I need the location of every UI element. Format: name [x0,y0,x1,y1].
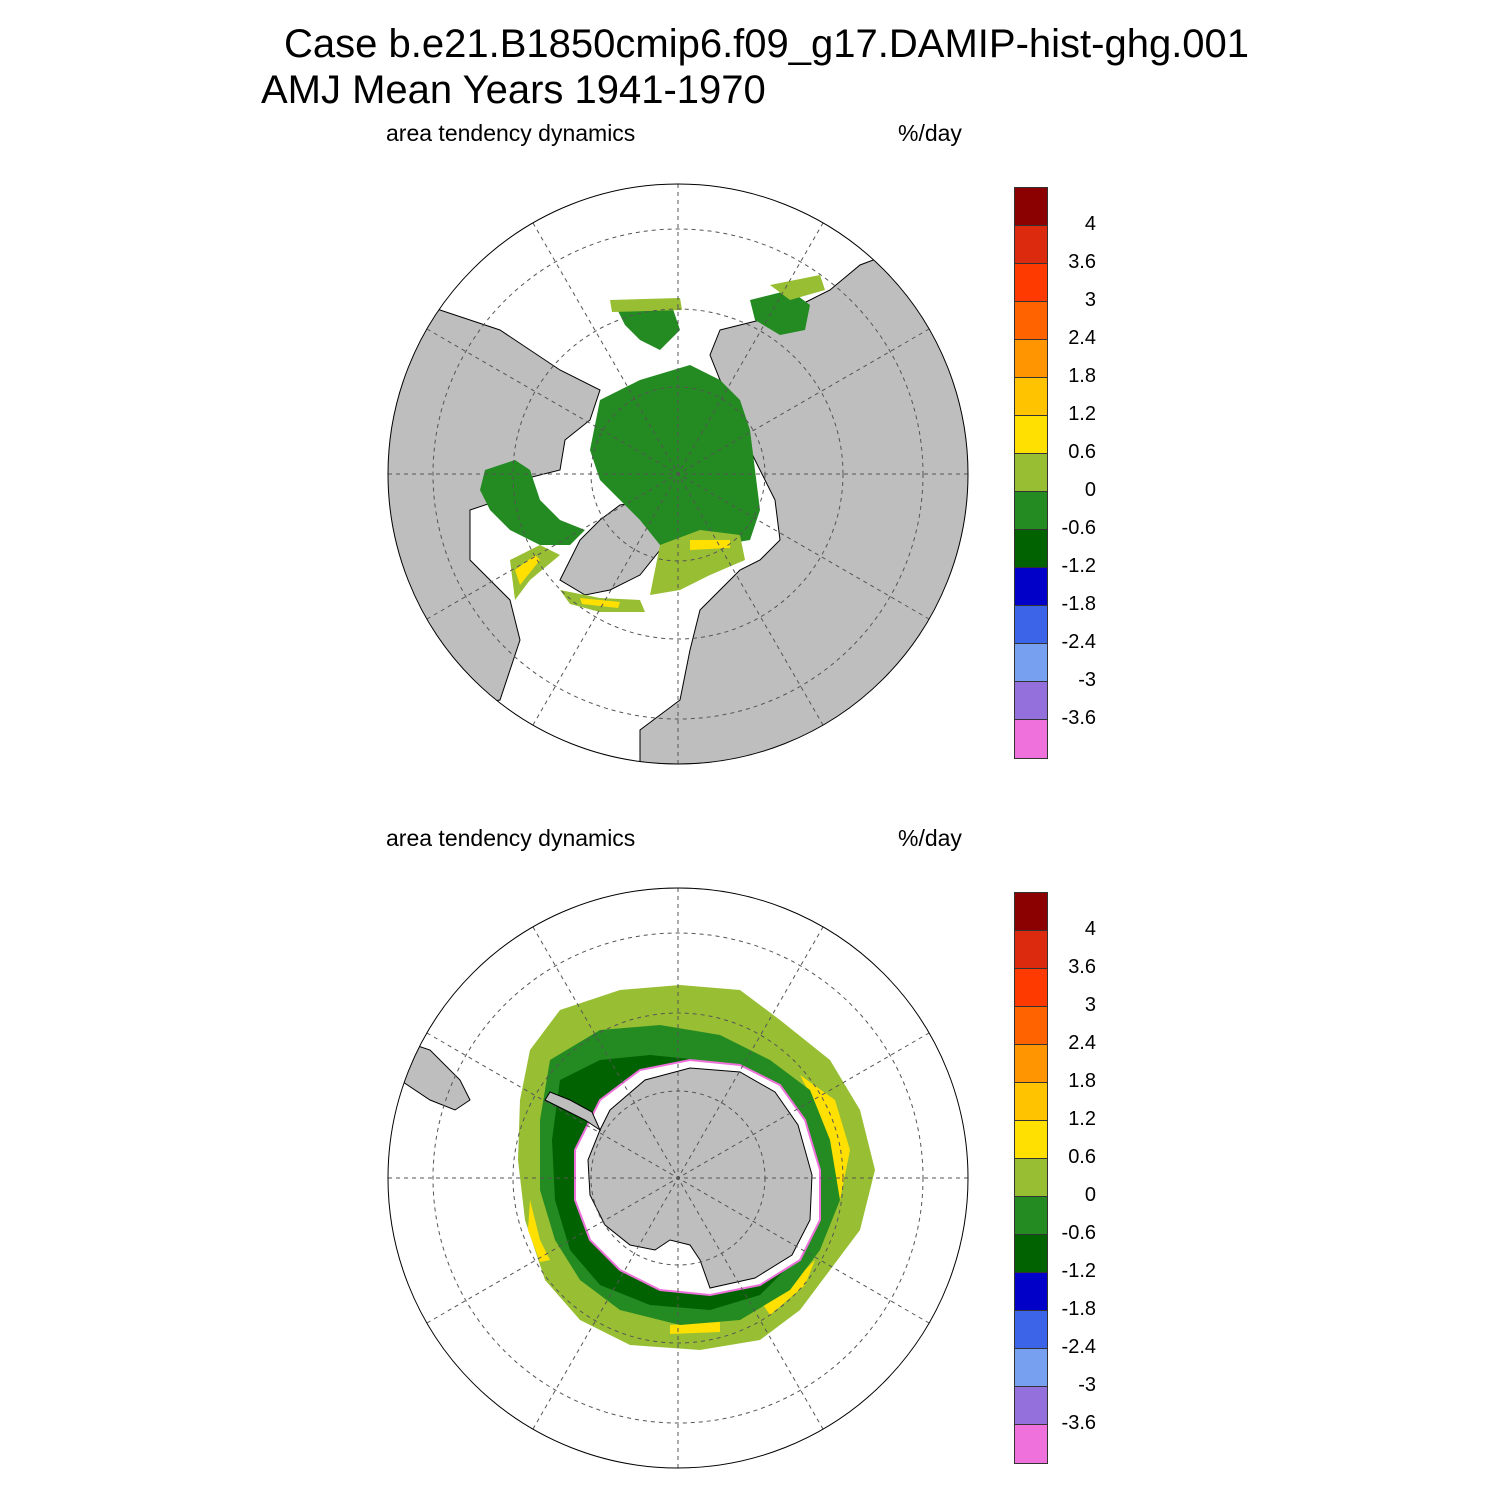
colorbar-swatch [1015,530,1047,568]
colorbar-swatch [1015,644,1047,682]
colorbar-swatch [1015,340,1047,378]
colorbar-tick-label: 2.4 [1068,1032,1096,1054]
colorbar-swatch [1015,378,1047,416]
colorbar-tick-label: -1.2 [1061,1260,1096,1282]
colorbar-tick-label: 3 [1084,994,1096,1016]
colorbar-tick-label: 1.8 [1068,365,1096,387]
colorbar-tick-label: 0.6 [1068,441,1096,463]
colorbar-swatch [1015,264,1047,302]
colorbar-tick-label: -3 [1078,669,1096,691]
north-ice-bering-edge [610,298,682,312]
colorbar-swatch [1015,1045,1047,1083]
south-ice-yellow-west [528,1200,550,1262]
colorbar-swatch [1015,454,1047,492]
north-ice-barents-yellow [690,540,730,550]
colorbar-tick-label: -3 [1078,1374,1096,1396]
colorbar-tick-label: -2.4 [1061,631,1096,653]
north-ice-okhotsk-edge [770,275,825,300]
colorbar-tick-label: -1.8 [1061,1298,1096,1320]
north-ice-hudson [480,460,585,545]
colorbar-swatch [1015,720,1047,758]
colorbar-swatch [1015,682,1047,720]
panel-north-left-label: area tendency dynamics [386,120,636,146]
figure-title-line-1: Case b.e21.B1850cmip6.f09_g17.DAMIP-hist… [284,22,1250,66]
colorbar-swatch [1015,969,1047,1007]
colorbar-tick-label: 0.6 [1068,1146,1096,1168]
colorbar-tick-label: -0.6 [1061,1222,1096,1244]
colorbar-tick-label: -2.4 [1061,1336,1096,1358]
figure-title-line-2: AMJ Mean Years 1941-1970 [261,68,766,112]
colorbar-tick-label: -0.6 [1061,517,1096,539]
colorbar-tick-label: 3.6 [1068,251,1096,273]
colorbar-swatch [1015,416,1047,454]
north-polar-map [387,183,969,765]
colorbar-swatch [1015,606,1047,644]
panel-south-left-label: area tendency dynamics [386,825,636,851]
panel-north-right-label: %/day [898,120,962,146]
colorbar-south [1014,892,1048,1464]
colorbar-swatch [1015,1273,1047,1311]
colorbar-swatch [1015,492,1047,530]
south-land-peninsula [544,1091,602,1132]
colorbar-tick-label: -3.6 [1061,1412,1096,1434]
north-graticule [388,184,968,764]
south-land-south-america [399,1039,471,1111]
colorbar-tick-label: 0 [1084,479,1096,501]
colorbar-tick-label: 4 [1084,213,1096,235]
colorbar-swatch [1015,893,1047,931]
north-ice-labrador-edge [510,545,560,600]
south-ice-yellow-south [670,1322,720,1334]
north-ice-arctic [590,365,760,545]
colorbar-swatch [1015,188,1047,226]
colorbar-swatch [1015,302,1047,340]
north-ice-bering [615,300,680,350]
colorbar-tick-label: 3 [1084,289,1096,311]
colorbar-tick-label: -1.8 [1061,593,1096,615]
colorbar-tick-label: 3.6 [1068,956,1096,978]
colorbar-swatch [1015,1083,1047,1121]
colorbar-tick-label: 2.4 [1068,327,1096,349]
colorbar-swatch [1015,568,1047,606]
south-map-border [387,887,969,1469]
colorbar-swatch [1015,1235,1047,1273]
colorbar-swatch [1015,1425,1047,1463]
colorbar-north [1014,187,1048,759]
colorbar-tick-label: 4 [1084,918,1096,940]
panel-south-right-label: %/day [898,825,962,851]
south-graticule [388,888,968,1468]
colorbar-swatch [1015,1387,1047,1425]
colorbar-swatch [1015,1159,1047,1197]
north-map-border [387,183,969,765]
colorbar-tick-label: 1.2 [1068,1108,1096,1130]
north-ice-labrador-yellow [515,555,540,585]
north-ice-greenland-east-yellow [580,598,620,608]
south-ice-yellow-east [800,1075,850,1210]
colorbar-swatch [1015,226,1047,264]
colorbar-swatch [1015,1311,1047,1349]
colorbar-tick-label: -3.6 [1061,707,1096,729]
colorbar-swatch [1015,1349,1047,1387]
colorbar-swatch [1015,1197,1047,1235]
colorbar-swatch [1015,1007,1047,1045]
colorbar-tick-label: 0 [1084,1184,1096,1206]
colorbar-swatch [1015,931,1047,969]
colorbar-swatch [1015,1121,1047,1159]
north-ice-okhotsk [750,290,810,335]
colorbar-tick-label: 1.8 [1068,1070,1096,1092]
colorbar-tick-label: 1.2 [1068,403,1096,425]
colorbar-tick-label: -1.2 [1061,555,1096,577]
south-polar-map [387,887,969,1469]
